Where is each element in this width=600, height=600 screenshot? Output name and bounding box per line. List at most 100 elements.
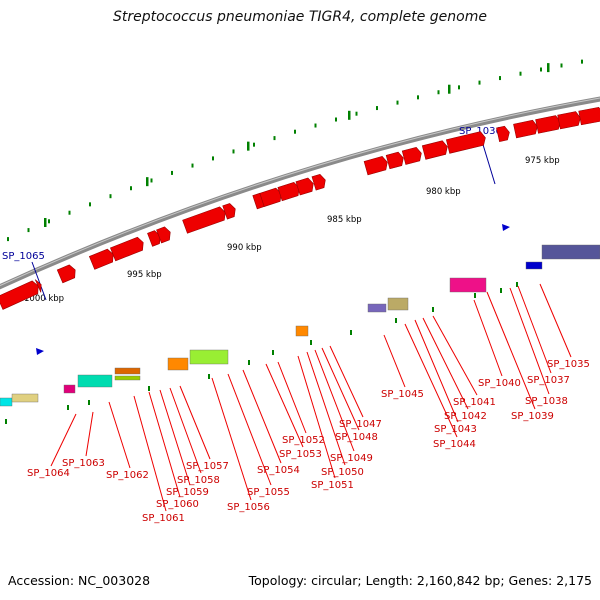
feature-tick [88,400,90,405]
gene-label: SP_1041 [453,397,496,408]
tick-mark [458,85,460,90]
accession-text: Accession: NC_003028 [8,573,151,588]
tick-mark [68,210,71,215]
tick-mark [7,237,9,242]
feature-block [63,384,76,394]
gene-label: SP_1050 [321,467,364,478]
tick-mark [335,117,337,122]
gene-arrow [109,236,144,262]
major-tick [247,141,250,151]
backbone-highlight [0,97,600,287]
gene-arrow [557,111,581,130]
feature-block [77,374,113,388]
gene-label: SP_1056 [227,502,270,513]
feature-block [114,375,141,381]
feature-track [0,244,600,424]
gene-label: SP_1058 [177,475,220,486]
gene-leader-line [50,413,77,467]
gene-label: SP_1042 [444,411,487,422]
gene-leader-line [329,345,364,418]
gene-arrow [385,151,404,170]
tick-mark [540,67,542,72]
gene-arrow [311,173,326,191]
gene-leader-line [473,299,503,377]
major-tick [44,217,47,227]
position-label: 980 kbp [426,187,461,197]
gene-arrow [295,177,314,196]
gene-label: SP_1045 [381,389,424,400]
tick-mark [376,106,378,111]
tick-mark [355,111,358,116]
tick-mark [519,71,522,76]
feature-block [525,261,543,270]
gene-leader-line [314,349,355,452]
gene-label: SP_1064 [27,468,70,479]
tick-mark [499,76,501,81]
gene-label: SP_1052 [282,435,325,446]
feature-block [189,349,229,365]
gene-track [0,107,600,310]
gene-labels: SP_1064SP_1063SP_1062SP_1061SP_1060SP_10… [27,283,590,524]
gene-arrow [147,230,161,247]
tick-mark [109,194,112,199]
tick-mark [314,123,317,128]
feature-tick [272,350,274,355]
gene-arrow [34,279,42,293]
feature-tick [350,330,352,335]
gene-label: SP_1061 [142,513,185,524]
marker-arrow-icon [36,348,44,355]
feature-block [387,297,409,311]
feature-tick [516,282,518,287]
gene-arrow [222,203,236,220]
gene-arrow [401,146,422,165]
gene-label: SP_1055 [247,487,290,498]
gene-leader-line [265,363,304,448]
marker-label: SP_1065 [2,251,45,262]
gene-arrow [156,226,171,244]
feature-tick [67,405,69,410]
gene-label: SP_1037 [527,375,570,386]
gene-leader-line [414,319,459,423]
gene-label: SP_1044 [433,439,476,450]
tick-mark [437,90,440,95]
tick-mark [150,178,153,183]
position-label: 1000 kbp [24,294,64,304]
gene-leader-line [179,385,211,460]
gene-arrow [421,140,448,160]
gene-leader-line [242,369,282,464]
gene-label: SP_1043 [434,424,477,435]
genome-summary: Topology: circular; Length: 2,160,842 bp… [248,573,592,588]
gene-label: SP_1051 [311,480,354,491]
gene-label: SP_1035 [547,359,590,370]
tick-mark [48,219,50,224]
gene-arrow [496,125,510,143]
gene-leader-line [321,347,360,431]
genome-backbone [0,96,600,290]
feature-tick [248,360,250,365]
tick-mark [212,156,214,161]
gene-leader-line [539,283,572,358]
major-tick [448,84,451,94]
feature-block [449,277,487,293]
feature-block [0,397,13,407]
gene-leader-line [169,387,202,474]
marker-line [31,261,47,301]
gene-arrow [535,115,561,134]
tick-mark [27,228,30,233]
gene-arrow [277,181,300,202]
position-label: 990 kbp [227,243,262,253]
gene-arrow [182,206,226,234]
gene-label: SP_1047 [339,419,382,430]
gene-arrow [578,107,600,126]
gene-leader-line [227,373,272,486]
major-tick [348,110,351,120]
gene-arrow [259,187,282,207]
tick-mark [89,202,91,207]
tick-mark [253,142,255,147]
feature-tick [474,293,476,298]
gene-label: SP_1054 [257,465,300,476]
major-tick [547,63,550,73]
gene-leader-line [509,287,550,395]
gene-label: SP_1063 [62,458,105,469]
feature-block [11,393,39,403]
